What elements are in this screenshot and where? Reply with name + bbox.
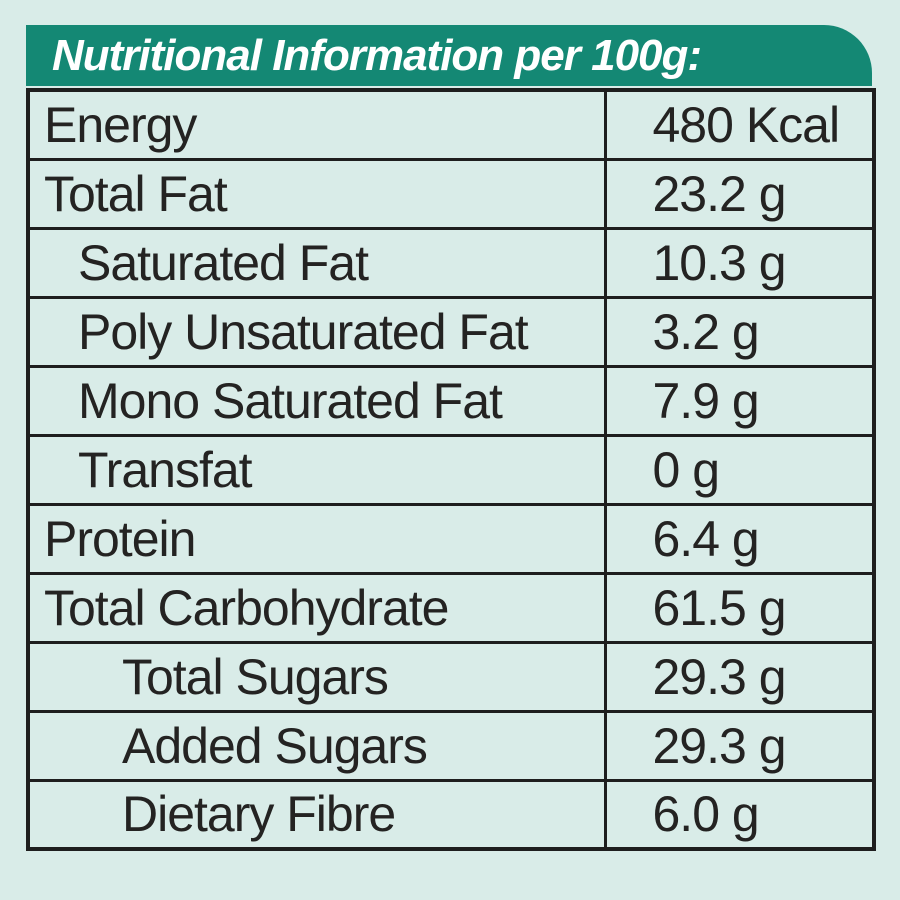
nutrition-title: Nutritional Information per 100g: bbox=[52, 30, 702, 80]
table-row: Total Carbohydrate 61.5 g bbox=[26, 571, 876, 644]
nutrient-label: Total Carbohydrate bbox=[26, 571, 607, 644]
nutrition-label: Nutritional Information per 100g: Energy… bbox=[26, 25, 876, 851]
nutrition-header-band: Nutritional Information per 100g: bbox=[26, 25, 872, 86]
nutrient-value: 6.4 g bbox=[603, 502, 876, 575]
table-row: Added Sugars 29.3 g bbox=[26, 709, 876, 782]
table-row: Mono Saturated Fat 7.9 g bbox=[26, 364, 876, 437]
table-row: Saturated Fat 10.3 g bbox=[26, 226, 876, 299]
nutrient-label: Total Fat bbox=[26, 157, 607, 230]
nutrient-value: 61.5 g bbox=[603, 571, 876, 644]
nutrient-value: 7.9 g bbox=[603, 364, 876, 437]
nutrient-label: Poly Unsaturated Fat bbox=[26, 295, 607, 368]
nutrient-label: Energy bbox=[26, 88, 607, 161]
nutrient-label: Added Sugars bbox=[26, 709, 607, 782]
table-row: Energy 480 Kcal bbox=[26, 88, 876, 161]
table-row: Total Sugars 29.3 g bbox=[26, 640, 876, 713]
nutrient-value: 23.2 g bbox=[603, 157, 876, 230]
table-row: Protein 6.4 g bbox=[26, 502, 876, 575]
nutrient-value: 0 g bbox=[603, 433, 876, 506]
nutrient-value: 10.3 g bbox=[603, 226, 876, 299]
nutrient-value: 29.3 g bbox=[603, 640, 876, 713]
nutrition-table: Energy 480 Kcal Total Fat 23.2 g Saturat… bbox=[26, 88, 876, 851]
nutrient-label: Saturated Fat bbox=[26, 226, 607, 299]
nutrient-value: 6.0 g bbox=[603, 778, 876, 851]
table-row: Transfat 0 g bbox=[26, 433, 876, 506]
nutrient-value: 29.3 g bbox=[603, 709, 876, 782]
nutrient-label: Dietary Fibre bbox=[26, 778, 607, 851]
table-row: Total Fat 23.2 g bbox=[26, 157, 876, 230]
nutrient-value: 480 Kcal bbox=[603, 88, 876, 161]
nutrient-label: Total Sugars bbox=[26, 640, 607, 713]
nutrient-label: Protein bbox=[26, 502, 607, 575]
nutrient-label: Transfat bbox=[26, 433, 607, 506]
table-row: Dietary Fibre 6.0 g bbox=[26, 778, 876, 851]
nutrient-value: 3.2 g bbox=[603, 295, 876, 368]
nutrient-label: Mono Saturated Fat bbox=[26, 364, 607, 437]
table-row: Poly Unsaturated Fat 3.2 g bbox=[26, 295, 876, 368]
